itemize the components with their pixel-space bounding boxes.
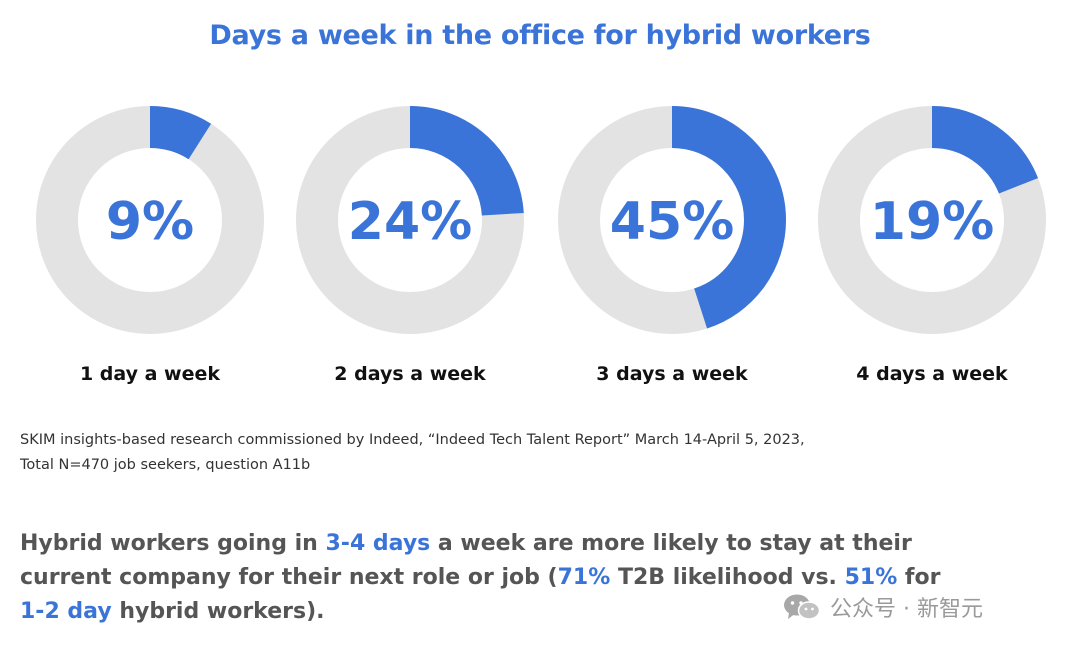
donut-svg: 24% <box>296 106 524 334</box>
headline-highlight: 3-4 days <box>325 531 431 556</box>
donut-slice <box>558 106 786 334</box>
watermark: 公众号 · 新智元 <box>782 590 983 624</box>
donut-category-label: 1 day a week <box>79 363 221 385</box>
headline-text: T2B likelihood vs. <box>610 565 845 590</box>
headline-text: a week are more likely to stay at their … <box>20 531 912 590</box>
source-line-1: SKIM insights-based research commissione… <box>20 432 805 448</box>
donut-svg: 45% <box>558 106 786 334</box>
donut-category-label: 4 days a week <box>856 363 1008 385</box>
donut-slice <box>818 106 1046 334</box>
chart-title: Days a week in the office for hybrid wor… <box>209 20 871 51</box>
headline-statement: Hybrid workers going in 3-4 days a week … <box>20 527 1000 629</box>
source-note: SKIM insights-based research commissione… <box>20 428 1020 478</box>
donut-chart: 24% 2 days a week <box>290 105 530 405</box>
donut-chart: 19% 4 days a week <box>812 105 1052 405</box>
donut-svg: 9% <box>36 106 264 334</box>
source-line-2: Total N=470 job seekers, question A11b <box>20 457 311 473</box>
donut-charts: 9% 1 day a week 24% 2 days a week 45% 3 days … <box>0 105 1080 405</box>
donut-value-label: 19% <box>870 192 994 252</box>
donut-category-label: 3 days a week <box>596 363 748 385</box>
donut-value-label: 24% <box>348 192 472 252</box>
headline-highlight: 51% <box>844 565 898 590</box>
wechat-icon <box>784 594 821 620</box>
donut-slice <box>36 106 264 334</box>
donut-category-label: 2 days a week <box>334 363 486 385</box>
donut-svg: 19% <box>818 106 1046 334</box>
headline-highlight: 1-2 day <box>20 599 112 624</box>
headline-highlight: 71% <box>557 565 611 590</box>
donut-chart: 9% 1 day a week <box>30 105 270 405</box>
watermark-text: 公众号 · 新智元 <box>830 597 983 622</box>
headline-text: for <box>897 565 941 590</box>
donut-chart: 45% 3 days a week <box>552 105 792 405</box>
donut-slice <box>296 106 524 334</box>
headline-text: Hybrid workers going in <box>20 531 326 556</box>
donut-value-label: 45% <box>610 192 734 252</box>
donut-value-label: 9% <box>106 192 194 252</box>
headline-text: hybrid workers). <box>111 599 325 624</box>
